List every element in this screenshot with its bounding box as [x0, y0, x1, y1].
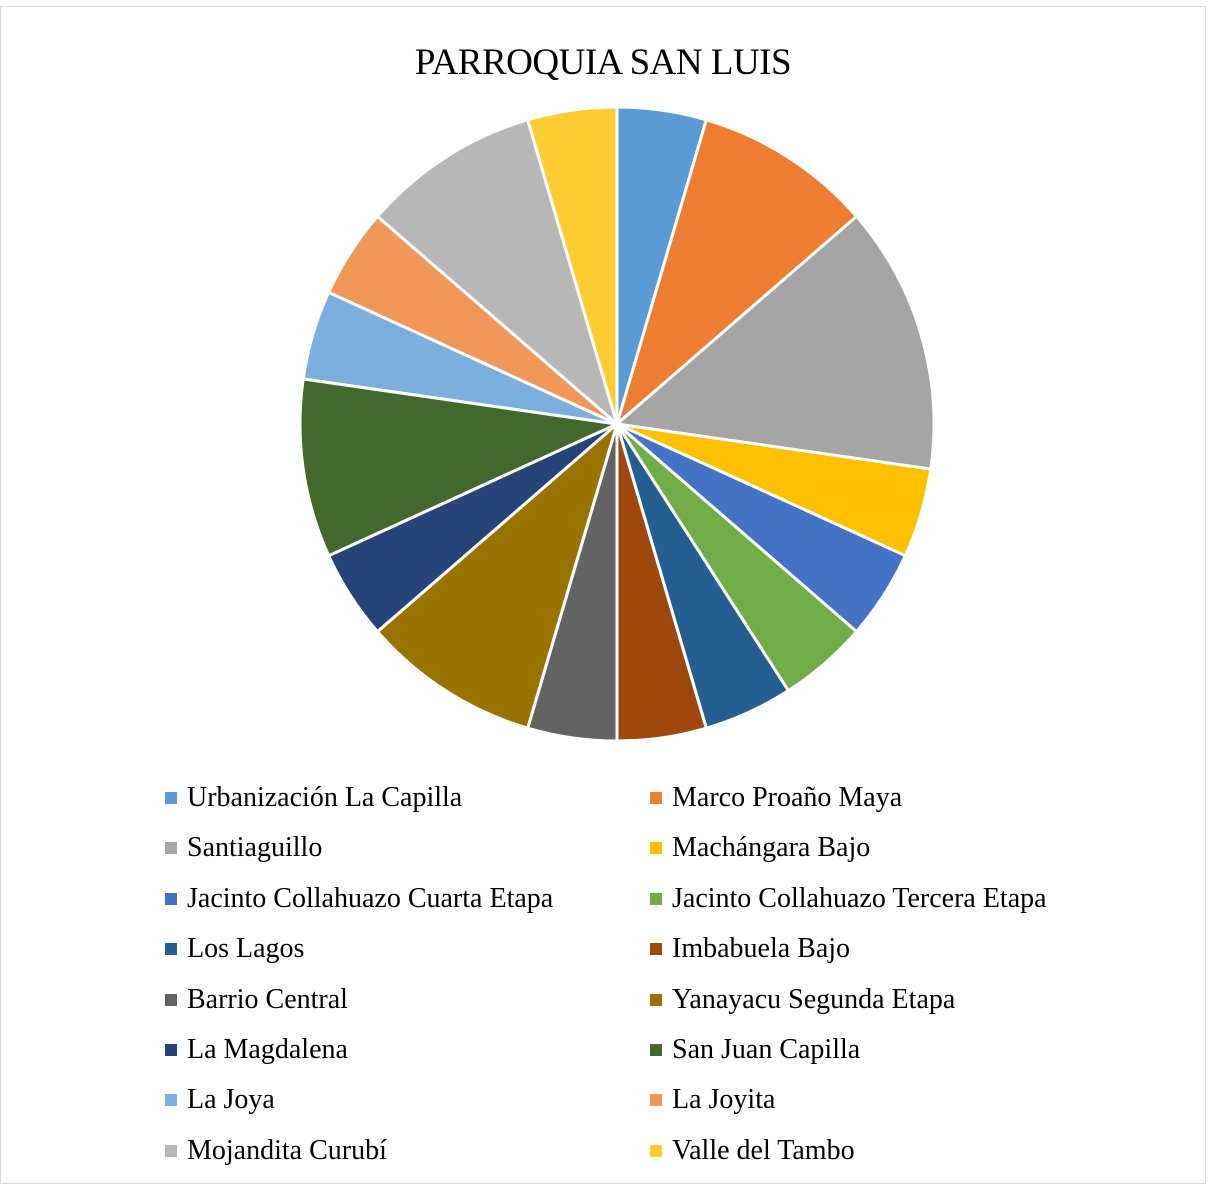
legend-swatch — [650, 943, 662, 956]
legend-swatch — [650, 993, 662, 1006]
legend-label: La Joyita — [672, 1084, 776, 1116]
pie-slice-14 — [375, 118, 619, 426]
legend-item: La Joya — [165, 1080, 650, 1120]
legend-swatch — [650, 1043, 662, 1056]
legend-label: Barrio Central — [187, 983, 348, 1015]
legend-swatch — [165, 993, 177, 1006]
legend-label: Los Lagos — [187, 933, 305, 965]
legend-label: Jacinto Collahuazo Cuarta Etapa — [187, 882, 554, 914]
legend-item: La Magdalena — [165, 1030, 650, 1070]
legend-label: Jacinto Collahuazo Tercera Etapa — [672, 882, 1047, 914]
legend-label: Valle del Tambo — [672, 1134, 855, 1166]
pie-slice-11 — [298, 377, 619, 558]
legend-swatch — [165, 892, 177, 905]
legend-item: Valle del Tambo — [650, 1131, 1125, 1171]
legend-item: Imbabuela Bajo — [650, 929, 1125, 969]
legend-item: Jacinto Collahuazo Cuarta Etapa — [165, 879, 650, 919]
legend-label: Imbabuela Bajo — [672, 933, 851, 965]
legend-item: La Joyita — [650, 1080, 1125, 1120]
legend-label: La Magdalena — [187, 1033, 348, 1065]
legend-swatch — [650, 892, 662, 905]
legend-item: Barrio Central — [165, 980, 650, 1020]
legend-swatch — [165, 1094, 177, 1107]
legend-label: San Juan Capilla — [672, 1033, 861, 1065]
pie-slice-9 — [375, 422, 619, 730]
legend-swatch — [165, 792, 177, 804]
legend-swatch — [165, 1144, 177, 1157]
legend-label: Urbanización La Capilla — [187, 782, 463, 813]
legend-swatch — [650, 1144, 662, 1157]
legend-swatch — [165, 943, 177, 956]
legend-item: Santiaguillo — [165, 828, 650, 868]
legend-swatch — [165, 842, 177, 855]
pie-slice-2 — [615, 214, 936, 471]
legend-item: Machángara Bajo — [650, 828, 1125, 868]
legend-swatch — [650, 1094, 662, 1107]
legend-swatch — [165, 1043, 177, 1056]
legend-item: Urbanización La Capilla — [165, 778, 650, 818]
legend-label: Santiaguillo — [187, 832, 323, 864]
pie-slice-15 — [526, 105, 619, 426]
chart-title: PARROQUIA SAN LUIS — [414, 42, 792, 83]
legend-item: Los Lagos — [165, 929, 650, 969]
legend-item: Mojandita Curubí — [165, 1131, 650, 1171]
pie-slice-1 — [615, 118, 859, 426]
legend-item: Jacinto Collahuazo Tercera Etapa — [650, 879, 1125, 919]
legend-label: Machángara Bajo — [672, 832, 871, 864]
legend-item: San Juan Capilla — [650, 1030, 1125, 1070]
legend-label: La Joya — [187, 1084, 275, 1116]
legend-item: Yanayacu Segunda Etapa — [650, 980, 1125, 1020]
legend-swatch — [650, 792, 662, 804]
legend-label: Marco Proaño Maya — [672, 782, 903, 813]
chart-legend: Urbanización La Capilla Marco Proaño Maya… — [165, 778, 1125, 1181]
legend-label: Mojandita Curubí — [187, 1134, 387, 1166]
legend-swatch — [650, 842, 662, 855]
legend-item: Marco Proaño Maya — [650, 778, 1125, 818]
legend-label: Yanayacu Segunda Etapa — [672, 983, 956, 1015]
